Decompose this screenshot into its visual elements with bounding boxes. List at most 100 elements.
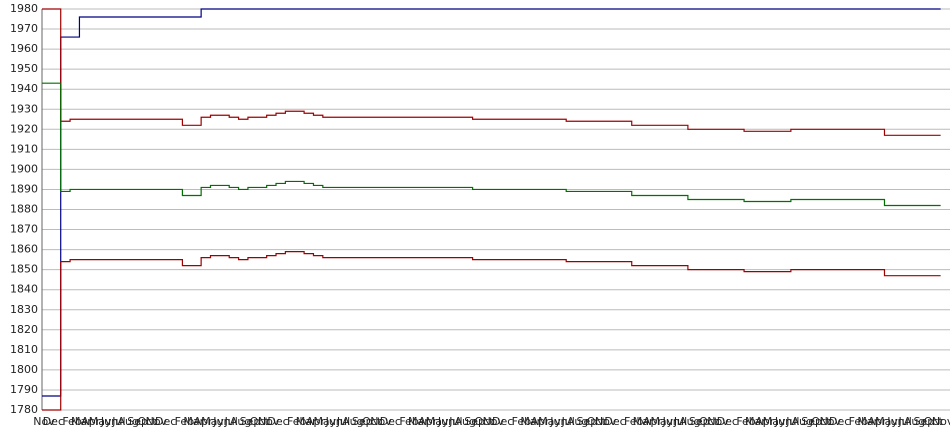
y-tick-label: 1900 <box>10 162 38 175</box>
x-tick-label: Oct <box>699 415 719 428</box>
x-tick-label: Aug <box>454 415 475 428</box>
x-tick-label: Mar <box>520 415 541 428</box>
x-tick-label: May <box>201 415 224 428</box>
x-tick-label: Nov <box>820 415 842 428</box>
y-tick-label: 1920 <box>10 122 38 135</box>
x-tick-label: Apr <box>194 415 214 428</box>
x-tick-label: Nov <box>33 415 55 428</box>
x-tick-label: Mar <box>183 415 204 428</box>
y-tick-label: 1780 <box>10 403 38 416</box>
x-tick-label: Nov <box>707 415 729 428</box>
x-tick-label: May <box>875 415 898 428</box>
x-tick-label: Dec <box>604 415 625 428</box>
x-tick-label: Jun <box>662 415 680 428</box>
x-tick-label: Aug <box>342 415 363 428</box>
x-tick-label: Mar <box>296 415 317 428</box>
x-tick-label: Oct <box>137 415 157 428</box>
y-tick-label: 1870 <box>10 223 38 236</box>
x-tick-label: May <box>538 415 561 428</box>
x-tick-label: Mar <box>71 415 92 428</box>
x-tick-label: Nov <box>258 415 280 428</box>
x-tick-label: Dec <box>492 415 513 428</box>
y-tick-label: 1810 <box>10 343 38 356</box>
x-tick-label: Sep <box>127 415 148 428</box>
x-tick-label: Aug <box>230 415 251 428</box>
x-tick-label: Apr <box>868 415 888 428</box>
x-tick-label: Jul <box>898 415 912 428</box>
x-tick-label: Jun <box>100 415 118 428</box>
x-tick-label: Feb <box>736 415 755 428</box>
y-tick-label: 1950 <box>10 62 38 75</box>
x-tick-label: Apr <box>306 415 326 428</box>
x-tick-label: Sep <box>352 415 373 428</box>
x-tick-label: Oct <box>474 415 494 428</box>
x-tick-label: Jun <box>886 415 904 428</box>
x-tick-label: Sep <box>240 415 261 428</box>
y-tick-label: 1830 <box>10 303 38 316</box>
x-tick-label: Oct <box>362 415 382 428</box>
series-line <box>42 251 941 411</box>
x-tick-label: Sep <box>801 415 822 428</box>
x-tick-label: Feb <box>399 415 418 428</box>
x-tick-label: Dec <box>43 415 64 428</box>
x-tick-label: May <box>89 415 112 428</box>
series-line <box>42 82 941 207</box>
x-tick-label: Sep <box>464 415 485 428</box>
x-tick-label: Jul <box>111 415 125 428</box>
x-tick-label: Aug <box>904 415 925 428</box>
x-tick-label: May <box>426 415 449 428</box>
x-tick-label: Mar <box>408 415 429 428</box>
x-tick-label: Dec <box>829 415 850 428</box>
x-tick-label: Jul <box>673 415 687 428</box>
x-tick-label: Feb <box>287 415 306 428</box>
x-tick-label: Nov <box>932 415 950 428</box>
x-tick-label: Dec <box>267 415 288 428</box>
x-tick-label: Aug <box>567 415 588 428</box>
x-tick-label: Sep <box>689 415 710 428</box>
x-tick-label: Oct <box>811 415 831 428</box>
y-tick-label: 1850 <box>10 263 38 276</box>
x-tick-label: Aug <box>679 415 700 428</box>
y-tick-label: 1970 <box>10 22 38 35</box>
series-line <box>42 8 941 397</box>
x-tick-label: Sep <box>577 415 598 428</box>
x-tick-label: Mar <box>745 415 766 428</box>
x-tick-label: Nov <box>595 415 617 428</box>
y-tick-label: 1940 <box>10 82 38 95</box>
x-tick-label: Feb <box>849 415 868 428</box>
x-tick-label: Feb <box>62 415 81 428</box>
x-tick-label: May <box>313 415 336 428</box>
x-tick-label: Jul <box>785 415 799 428</box>
x-tick-label: Jul <box>224 415 238 428</box>
series-line <box>42 8 941 136</box>
x-tick-label: Feb <box>175 415 194 428</box>
x-tick-label: Mar <box>857 415 878 428</box>
x-tick-label: Jun <box>325 415 343 428</box>
x-tick-label: Jun <box>774 415 792 428</box>
y-tick-label: 1800 <box>10 363 38 376</box>
y-tick-label: 1840 <box>10 283 38 296</box>
x-tick-label: Feb <box>624 415 643 428</box>
x-tick-label: Apr <box>418 415 438 428</box>
x-tick-label: Feb <box>512 415 531 428</box>
x-tick-label: Dec <box>155 415 176 428</box>
x-tick-label: Jun <box>212 415 230 428</box>
x-tick-label: Jul <box>448 415 462 428</box>
x-tick-label: Apr <box>643 415 663 428</box>
x-tick-label: May <box>763 415 786 428</box>
x-tick-label: Apr <box>755 415 775 428</box>
x-tick-label: Dec <box>380 415 401 428</box>
x-tick-label: Mar <box>633 415 654 428</box>
y-tick-label: 1930 <box>10 102 38 115</box>
y-tick-label: 1880 <box>10 203 38 216</box>
x-tick-label: Aug <box>791 415 812 428</box>
y-tick-label: 1960 <box>10 42 38 55</box>
x-tick-label: Jul <box>336 415 350 428</box>
x-tick-label: Nov <box>370 415 392 428</box>
y-tick-label: 1910 <box>10 142 38 155</box>
x-tick-label: Jul <box>561 415 575 428</box>
x-tick-label: Oct <box>924 415 944 428</box>
y-tick-label: 1790 <box>10 383 38 396</box>
x-tick-label: Oct <box>587 415 607 428</box>
